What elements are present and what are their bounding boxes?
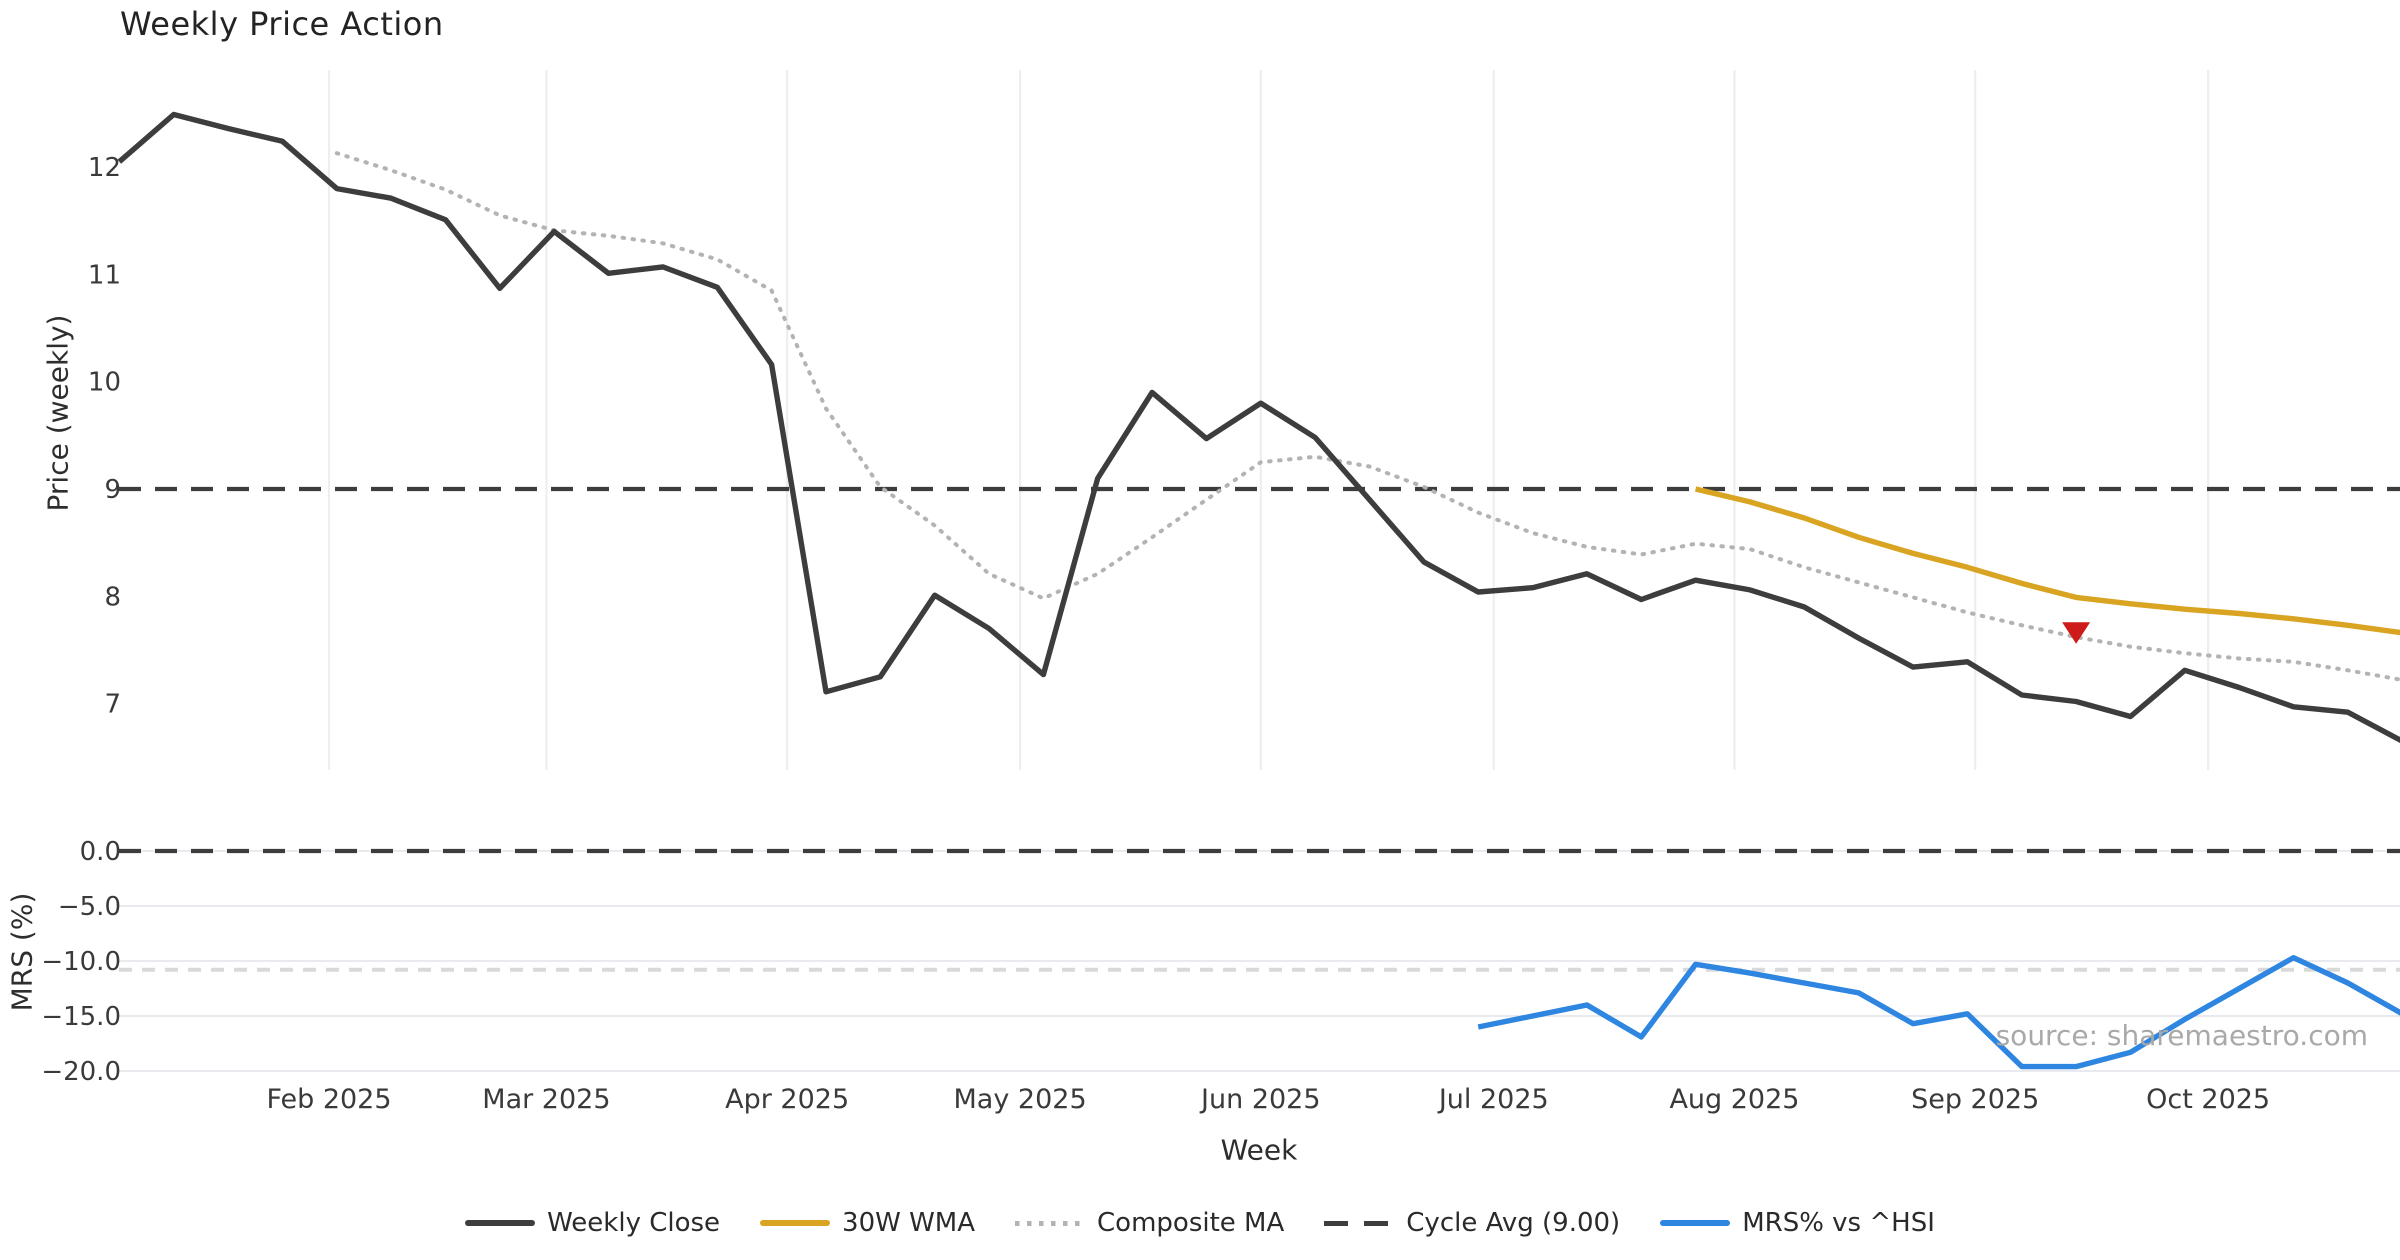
sell-signal-triangle-down-icon xyxy=(2062,622,2091,644)
legend-swatch-dotted-icon xyxy=(1015,1220,1086,1226)
legend-swatch-solid-icon xyxy=(760,1220,831,1226)
reference-lines xyxy=(119,486,2400,972)
price-tick-label: 8 xyxy=(104,582,121,612)
month-tick-label: Jun 2025 xyxy=(1199,1084,1320,1115)
price-tick-label: 10 xyxy=(88,368,121,398)
x-axis-label: Week xyxy=(1220,1133,1298,1167)
price-tick-label: 7 xyxy=(104,690,121,720)
month-tick-label: Sep 2025 xyxy=(1911,1084,2039,1115)
price-axis-label: Price (weekly) xyxy=(41,314,75,512)
mrs-tick-label: −10.0 xyxy=(41,947,121,977)
series-30w-wma xyxy=(1694,486,2400,636)
legend-swatch-dashed-icon xyxy=(1324,1220,1395,1226)
mrs-axis-label: MRS (%) xyxy=(5,892,39,1012)
month-tick-label: Jul 2025 xyxy=(1437,1084,1549,1115)
series-composite-ma xyxy=(334,151,2400,682)
mrs-tick-label: 0.0 xyxy=(80,837,121,867)
legend-label: 30W WMA xyxy=(842,1208,976,1238)
data-series xyxy=(117,111,2400,1070)
legend-swatch-solid-icon xyxy=(1660,1220,1731,1226)
legend-item-composite-ma: Composite MA xyxy=(1015,1208,1284,1238)
legend-label: MRS% vs ^HSI xyxy=(1742,1208,1935,1238)
axis-tick-labels: 12 11 10 9 8 7 0.0 −5.0 −10.0 −15.0 −20.0 Feb 2025 M… xyxy=(41,153,2270,1115)
legend-item-weekly-close: Weekly Close xyxy=(465,1208,720,1238)
chart-title: Weekly Price Action xyxy=(120,5,444,43)
price-tick-label: 12 xyxy=(88,153,121,183)
legend-item-mrs-vs-hsi: MRS% vs ^HSI xyxy=(1660,1208,1935,1238)
legend-swatch-solid-icon xyxy=(465,1220,536,1226)
legend-item-30w-wma: 30W WMA xyxy=(760,1208,975,1238)
month-tick-label: Apr 2025 xyxy=(725,1084,849,1115)
series-weekly-close xyxy=(117,111,2400,744)
month-tick-label: Aug 2025 xyxy=(1669,1084,1799,1115)
month-tick-label: Feb 2025 xyxy=(266,1084,391,1115)
legend-item-cycle-avg-9-00-: Cycle Avg (9.00) xyxy=(1324,1208,1620,1238)
source-note: source: sharemaestro.com xyxy=(1995,1019,2368,1052)
mrs-tick-label: −5.0 xyxy=(58,892,121,922)
chart-legend: Weekly Close 30W WMA Composite MA Cycle Avg… xyxy=(0,1208,2400,1238)
month-tick-label: May 2025 xyxy=(954,1084,1087,1115)
legend-label: Cycle Avg (9.00) xyxy=(1406,1208,1621,1238)
series-mrs-vs-hsi xyxy=(1477,955,2400,1070)
mrs-tick-label: −15.0 xyxy=(41,1002,121,1032)
price-tick-label: 9 xyxy=(104,475,121,505)
legend-label: Composite MA xyxy=(1097,1208,1285,1238)
month-tick-label: Oct 2025 xyxy=(2146,1084,2270,1115)
price-tick-label: 11 xyxy=(88,260,121,290)
legend-label: Weekly Close xyxy=(547,1208,721,1238)
mrs-tick-label: −20.0 xyxy=(41,1057,121,1087)
gridlines xyxy=(119,70,2400,1072)
month-tick-label: Mar 2025 xyxy=(482,1084,610,1115)
